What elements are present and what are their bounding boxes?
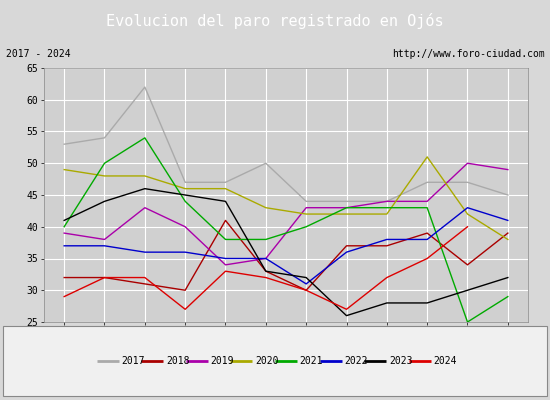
Text: Evolucion del paro registrado en Ojós: Evolucion del paro registrado en Ojós: [106, 13, 444, 29]
Text: 2020: 2020: [255, 356, 279, 366]
FancyBboxPatch shape: [3, 326, 547, 396]
Text: 2023: 2023: [389, 356, 412, 366]
Text: 2024: 2024: [433, 356, 457, 366]
Text: 2017: 2017: [122, 356, 145, 366]
Text: http://www.foro-ciudad.com: http://www.foro-ciudad.com: [392, 49, 544, 59]
Text: 2018: 2018: [166, 356, 190, 366]
Text: 2017 - 2024: 2017 - 2024: [6, 49, 70, 59]
Text: 2022: 2022: [344, 356, 368, 366]
Text: 2019: 2019: [211, 356, 234, 366]
Text: 2021: 2021: [300, 356, 323, 366]
